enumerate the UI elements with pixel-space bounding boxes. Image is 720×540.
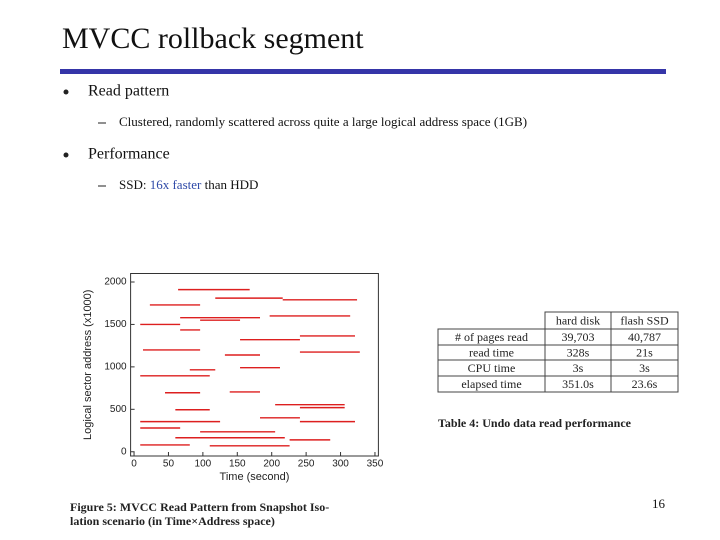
- sub-text-part: SSD:: [119, 177, 150, 192]
- x-tick-label: 300: [332, 459, 349, 470]
- bullet: [63, 152, 69, 158]
- x-tick-label: 350: [367, 459, 384, 470]
- chart: 0 50 100 150 200 250 300 350 0 500 1000 1500 2000 Tim…: [70, 273, 384, 528]
- table-cell: 3s: [639, 361, 650, 375]
- table-cell: 23.6s: [632, 377, 658, 391]
- table-cell: 3s: [573, 361, 584, 375]
- highlight: 16x faster: [150, 177, 202, 192]
- page-number: 16: [652, 496, 666, 511]
- column-header: hard disk: [556, 313, 600, 327]
- table-cell: 21s: [636, 345, 653, 359]
- figure-caption: lation scenario (in Time×Address space): [70, 514, 275, 528]
- x-tick-label: 150: [229, 459, 246, 470]
- column-header: flash SSD: [620, 313, 669, 327]
- table-cell: 351.0s: [562, 377, 594, 391]
- table-cell: read time: [469, 345, 514, 359]
- bullet: [63, 89, 69, 95]
- x-axis-label: Time (second): [220, 471, 290, 483]
- table-cell: elapsed time: [461, 377, 521, 391]
- y-tick-label: 1500: [104, 319, 127, 330]
- sub-text-part: than HDD: [201, 177, 258, 192]
- plot-frame: [130, 273, 379, 457]
- y-tick-label: 1000: [104, 362, 127, 373]
- slide-title: MVCC rollback segment: [62, 22, 364, 55]
- table: hard disk flash SSD # of pages read 39,703 4…: [437, 311, 679, 430]
- sub-text: Clustered, randomly scattered across qui…: [119, 114, 527, 129]
- table-cell: 40,787: [628, 330, 661, 344]
- table-caption: Table 4: Undo data read performance: [438, 416, 632, 430]
- title-rule: [60, 69, 666, 74]
- x-tick-label: 0: [131, 459, 137, 470]
- x-tick-label: 250: [298, 459, 315, 470]
- y-tick-label: 500: [110, 404, 127, 415]
- sub-text: SSD: 16x faster than HDD: [119, 177, 258, 192]
- table-cell: CPU time: [468, 361, 516, 375]
- x-tick-label: 100: [195, 459, 212, 470]
- y-tick-label: 0: [121, 446, 127, 457]
- bullet-text: Performance: [88, 146, 170, 163]
- table-cell: 39,703: [562, 330, 595, 344]
- x-tick-label: 200: [263, 459, 280, 470]
- table-cell: # of pages read: [455, 330, 528, 344]
- x-tick-label: 50: [163, 459, 175, 470]
- bullet-text: Read pattern: [88, 83, 169, 100]
- y-tick-label: 2000: [104, 277, 127, 288]
- table-cell: 328s: [567, 345, 590, 359]
- figure-caption: Figure 5: MVCC Read Pattern from Snapsho…: [70, 500, 329, 514]
- y-axis-label: Logical sector address (x1000): [82, 290, 94, 440]
